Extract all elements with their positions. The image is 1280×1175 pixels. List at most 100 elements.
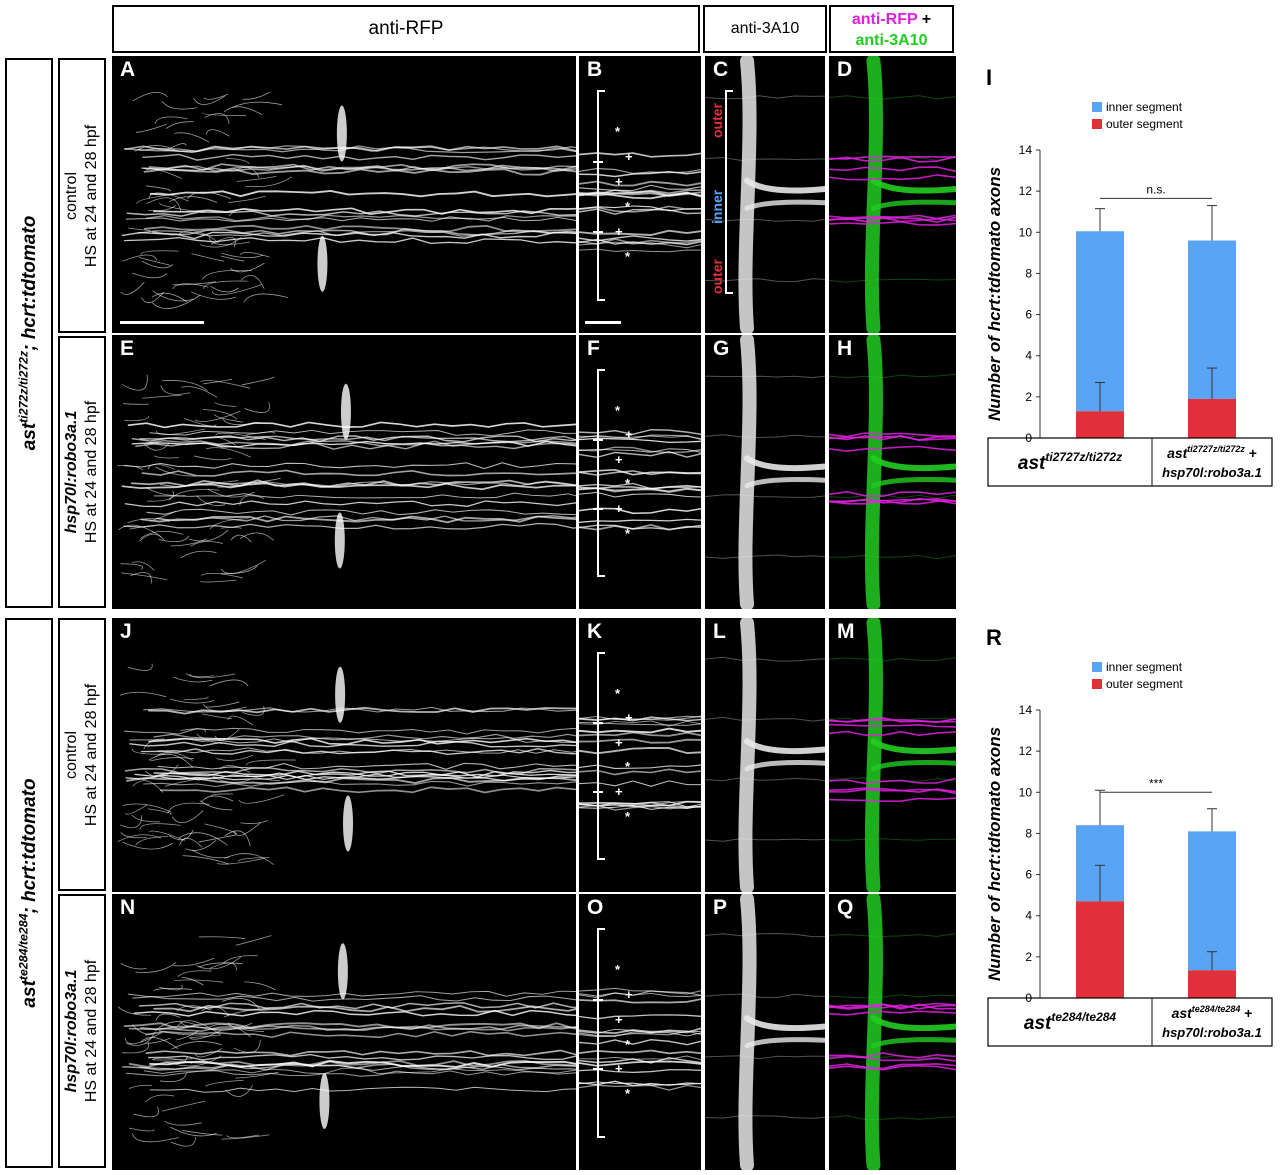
background-tract bbox=[705, 838, 825, 842]
bar-inner-segment bbox=[1076, 231, 1124, 412]
header-merge-plus: + bbox=[917, 11, 932, 28]
axon-trace bbox=[579, 491, 701, 498]
mauthner-cell-trace bbox=[864, 894, 883, 1170]
neuron-process bbox=[161, 1100, 206, 1112]
rfp-axon-trace bbox=[829, 1064, 956, 1071]
segment-divider bbox=[593, 722, 603, 725]
bar-inner-segment bbox=[1188, 831, 1236, 971]
panel-letter: P bbox=[713, 896, 728, 919]
neuron-process bbox=[242, 706, 265, 716]
neuron-process bbox=[122, 803, 172, 813]
neuron-process bbox=[132, 561, 155, 571]
axon-trace bbox=[140, 747, 576, 755]
neuron-process bbox=[127, 518, 170, 523]
panel-letter: H bbox=[837, 337, 853, 360]
commissure-blob bbox=[335, 666, 346, 723]
mauthner-axon bbox=[744, 455, 825, 472]
rfp-axon-trace bbox=[829, 1063, 956, 1070]
neuron-process bbox=[169, 196, 218, 203]
neuron-process bbox=[146, 197, 182, 213]
micrograph-panel: N bbox=[112, 894, 576, 1170]
neuron-process bbox=[220, 255, 245, 262]
header-anti-rfp-label: anti-RFP bbox=[368, 18, 444, 39]
y-tick-label: 8 bbox=[1025, 826, 1032, 840]
neuron-process bbox=[148, 753, 194, 768]
micrograph-panel: K * + + * + * bbox=[579, 618, 701, 892]
segment-divider bbox=[593, 507, 603, 510]
axon-trace bbox=[146, 214, 576, 222]
neuron-process bbox=[194, 455, 232, 461]
neuron-process bbox=[240, 252, 270, 258]
bar-outer-segment bbox=[1188, 398, 1236, 438]
neuron-process bbox=[230, 262, 265, 273]
axon-trace bbox=[579, 205, 701, 213]
rfp-axon-trace bbox=[829, 220, 956, 226]
axon-trace bbox=[579, 727, 701, 734]
neuron-process bbox=[152, 290, 194, 302]
panel-letter: K bbox=[587, 620, 603, 643]
y-tick-label: 10 bbox=[1019, 225, 1033, 239]
background-tract bbox=[705, 95, 825, 100]
axon-trace bbox=[579, 1030, 701, 1037]
neuron-process bbox=[237, 857, 270, 862]
neuron-process bbox=[184, 418, 217, 427]
neuron-process bbox=[206, 447, 251, 458]
axon-trace bbox=[579, 768, 701, 776]
y-tick-label: 8 bbox=[1025, 266, 1032, 280]
micrograph-panel: O * + + * + * bbox=[579, 894, 701, 1170]
neuron-process bbox=[132, 272, 168, 279]
axon-trace bbox=[153, 769, 576, 777]
genotype-bottom-base: ast bbox=[18, 980, 40, 1008]
neuron-process bbox=[125, 1033, 155, 1046]
neuron-process bbox=[185, 673, 214, 678]
mauthner-cell-trace bbox=[738, 618, 757, 892]
axon-trace bbox=[579, 446, 701, 454]
panel-letter: O bbox=[587, 896, 604, 919]
panel-letter: C bbox=[713, 58, 729, 81]
neuron-process bbox=[204, 113, 230, 125]
condition-control-top: control HS at 24 and 28 hpf bbox=[58, 58, 106, 333]
rfp-axon-trace bbox=[829, 723, 956, 728]
y-tick-label: 14 bbox=[1019, 703, 1033, 717]
neuron-process bbox=[167, 802, 210, 814]
mauthner-axon bbox=[744, 1015, 825, 1032]
mauthner-axon bbox=[870, 1015, 956, 1032]
inner-axon-marker: + bbox=[625, 710, 633, 726]
neuron-process bbox=[245, 431, 276, 436]
micrograph-image bbox=[829, 56, 956, 333]
axon-trace bbox=[579, 428, 701, 436]
outer-axon-marker: * bbox=[625, 525, 631, 541]
mauthner-cell-trace bbox=[738, 56, 757, 333]
axon-trace bbox=[146, 508, 576, 516]
neuron-process bbox=[211, 284, 263, 296]
neuron-process bbox=[205, 129, 230, 137]
y-tick-label: 6 bbox=[1025, 868, 1032, 882]
axon-trace bbox=[579, 191, 701, 200]
outer-axon-marker: * bbox=[625, 199, 631, 215]
micrograph-panel: H bbox=[829, 335, 956, 609]
mauthner-axon bbox=[744, 477, 825, 489]
neuron-process bbox=[155, 466, 196, 477]
neuron-process bbox=[203, 703, 248, 712]
rfp-axon-trace bbox=[829, 1055, 956, 1062]
neuron-process bbox=[122, 841, 173, 850]
neuron-process bbox=[200, 1006, 229, 1017]
axon-trace bbox=[124, 236, 576, 245]
commissure-blob bbox=[317, 235, 328, 292]
neuron-process bbox=[158, 535, 190, 543]
neuron-process bbox=[216, 858, 265, 865]
neuron-process bbox=[157, 752, 193, 761]
background-tract bbox=[705, 656, 825, 662]
segment-label-outer: outer bbox=[709, 103, 725, 138]
rfp-axon-trace bbox=[829, 214, 956, 220]
neuron-process bbox=[176, 1030, 199, 1041]
rfp-axon-trace bbox=[829, 498, 956, 503]
commissure-blob bbox=[334, 512, 345, 569]
neuron-process bbox=[171, 810, 204, 824]
axon-trace bbox=[123, 522, 576, 530]
axon-trace bbox=[579, 208, 701, 215]
axon-trace bbox=[153, 1004, 576, 1013]
micrograph-panel: L bbox=[705, 618, 825, 892]
neuron-process bbox=[204, 823, 238, 835]
